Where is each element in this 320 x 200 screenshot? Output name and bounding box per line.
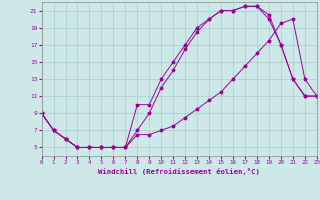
X-axis label: Windchill (Refroidissement éolien,°C): Windchill (Refroidissement éolien,°C) bbox=[98, 168, 260, 175]
